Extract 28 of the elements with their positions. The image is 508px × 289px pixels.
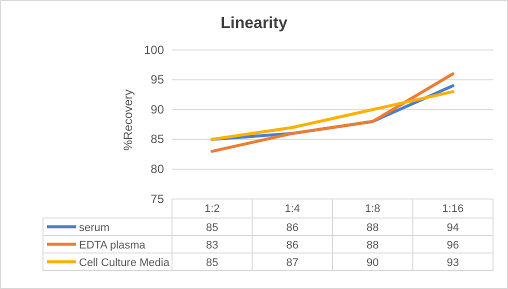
data-label: 93 <box>446 256 459 269</box>
data-label: 85 <box>206 222 218 234</box>
x-tick-label: 1:2 <box>204 203 220 215</box>
data-label: 94 <box>446 222 459 234</box>
legend-label: serum <box>79 222 110 234</box>
data-label: 85 <box>206 256 218 269</box>
x-tick-label: 1:16 <box>442 203 464 215</box>
y-axis-title: %Recovery <box>121 89 135 151</box>
y-tick-label: 85 <box>150 132 164 146</box>
y-tick-label: 90 <box>150 102 164 116</box>
y-tick-label: 75 <box>150 192 164 206</box>
line-series <box>210 72 454 153</box>
data-label: 88 <box>366 222 379 234</box>
data-label: 86 <box>286 222 298 234</box>
data-label: 96 <box>446 239 459 252</box>
data-label: 87 <box>286 256 298 269</box>
legend-label: EDTA plasma <box>79 239 146 252</box>
data-label: 86 <box>286 239 298 252</box>
chart-title: Linearity <box>220 15 288 32</box>
x-tick-label: 1:8 <box>364 203 380 215</box>
legend-label: Cell Culture Media <box>79 256 170 269</box>
y-tick-label: 80 <box>150 162 164 176</box>
data-label: 83 <box>206 239 218 252</box>
y-tick-label: 95 <box>150 72 164 87</box>
y-tick-label: 100 <box>144 42 164 57</box>
data-label: 90 <box>366 256 379 269</box>
x-tick-label: 1:4 <box>284 203 300 215</box>
data-label: 88 <box>366 239 379 252</box>
